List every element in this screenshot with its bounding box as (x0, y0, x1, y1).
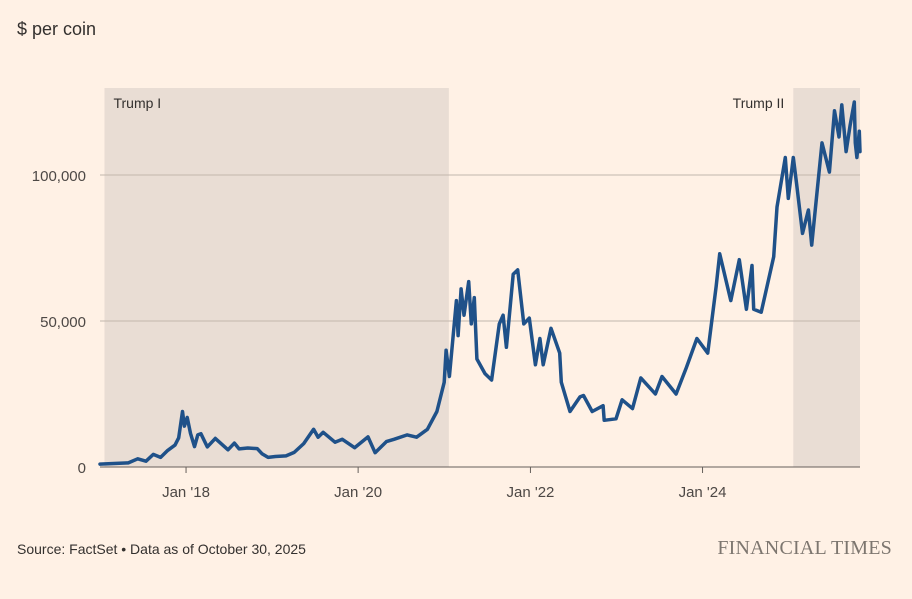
x-tick-label: Jan '22 (506, 484, 554, 501)
price-line (98, 100, 862, 466)
source-note: Source: FactSet • Data as of October 30,… (17, 541, 306, 557)
shaded-period (104, 88, 449, 467)
period-label: Trump II (733, 95, 785, 111)
x-tick-label: Jan '20 (334, 484, 382, 501)
ft-logo: FINANCIAL TIMES (717, 537, 892, 559)
x-tick-label: Jan '24 (679, 484, 727, 501)
y-tick-label: 0 (78, 460, 86, 477)
shaded-period (793, 88, 860, 467)
period-label: Trump I (113, 95, 161, 111)
y-axis-unit-label: $ per coin (17, 19, 97, 39)
y-tick-label: 50,000 (40, 314, 86, 331)
y-tick-label: 100,000 (32, 168, 86, 185)
x-tick-label: Jan '18 (162, 484, 210, 501)
